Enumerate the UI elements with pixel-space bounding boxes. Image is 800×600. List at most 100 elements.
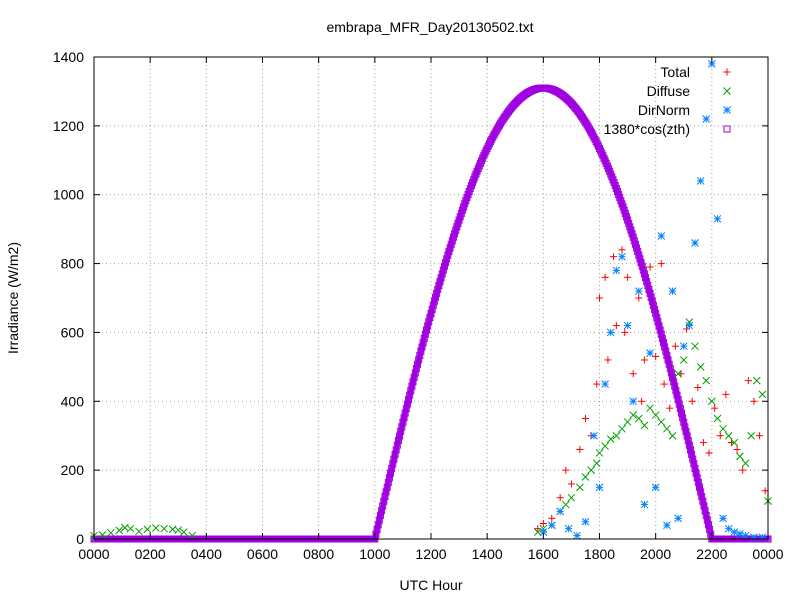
legend-marker-1380-cos-zth	[723, 125, 731, 133]
point-1380-cos-zth	[682, 427, 690, 435]
point-1380-cos-zth	[698, 493, 706, 501]
point-diffuse	[618, 424, 626, 433]
point-diffuse	[567, 493, 576, 502]
point-1380-cos-zth	[393, 441, 401, 449]
point-1380-cos-zth	[679, 414, 687, 422]
point-1380-cos-zth	[436, 278, 444, 286]
data-points	[90, 60, 772, 542]
point-total	[596, 294, 603, 302]
point-1380-cos-zth	[431, 293, 439, 301]
point-1380-cos-zth	[656, 326, 664, 334]
point-dirnorm	[685, 321, 694, 330]
point-diffuse	[606, 435, 615, 444]
point-dirnorm	[674, 514, 682, 523]
point-diffuse	[587, 466, 595, 474]
point-diffuse	[612, 431, 621, 440]
point-1380-cos-zth	[673, 391, 681, 399]
point-1380-cos-zth	[671, 382, 679, 390]
point-1380-cos-zth	[635, 251, 643, 259]
point-diffuse	[651, 411, 660, 419]
point-1380-cos-zth	[388, 464, 396, 472]
point-1380-cos-zth	[400, 414, 408, 422]
point-dirnorm	[696, 177, 705, 185]
point-total	[562, 466, 570, 474]
point-diffuse	[160, 524, 169, 533]
point-1380-cos-zth	[655, 322, 663, 330]
point-1380-cos-zth	[644, 281, 652, 289]
point-total	[593, 380, 601, 388]
point-total	[629, 370, 637, 378]
point-1380-cos-zth	[442, 259, 450, 267]
point-diffuse	[730, 438, 739, 447]
point-total	[610, 253, 618, 261]
legend-marker-diffuse	[723, 87, 731, 95]
point-dirnorm	[646, 349, 654, 357]
point-total	[722, 390, 730, 398]
point-dirnorm	[758, 533, 767, 542]
point-1380-cos-zth	[648, 297, 656, 305]
point-diffuse	[663, 424, 671, 433]
point-dirnorm	[640, 500, 649, 509]
point-dirnorm	[581, 517, 590, 526]
point-dirnorm	[719, 514, 727, 523]
point-1380-cos-zth	[407, 387, 415, 395]
point-1380-cos-zth	[390, 455, 398, 463]
point-1380-cos-zth	[444, 251, 452, 259]
point-diffuse	[151, 524, 160, 532]
point-1380-cos-zth	[654, 318, 662, 326]
point-diffuse	[143, 525, 152, 534]
point-1380-cos-zth	[423, 326, 431, 334]
point-total	[660, 380, 668, 388]
point-dirnorm	[595, 483, 604, 492]
point-1380-cos-zth	[445, 248, 453, 256]
point-dirnorm	[606, 328, 615, 337]
point-diffuse	[533, 528, 542, 536]
x-tick-label: 1200	[415, 546, 446, 562]
point-1380-cos-zth	[662, 347, 670, 355]
point-1380-cos-zth	[693, 474, 701, 482]
point-1380-cos-zth	[685, 441, 693, 449]
point-1380-cos-zth	[591, 135, 599, 143]
point-1380-cos-zth	[372, 530, 380, 538]
point-1380-cos-zth	[387, 469, 395, 477]
point-total	[671, 342, 679, 350]
point-1380-cos-zth	[447, 240, 455, 248]
x-tick-label: 0200	[135, 546, 166, 562]
grid	[94, 57, 768, 539]
legend-label-total: Total	[660, 64, 690, 80]
point-1380-cos-zth	[379, 502, 387, 510]
point-1380-cos-zth	[706, 526, 714, 534]
point-total	[657, 260, 665, 268]
point-1380-cos-zth	[382, 488, 390, 496]
chart-title: embrapa_MFR_Day20130502.txt	[326, 19, 533, 35]
point-1380-cos-zth	[680, 418, 688, 426]
legend: Total Diffuse DirNorm 1380*cos(zth)	[604, 64, 731, 137]
point-1380-cos-zth	[373, 526, 381, 534]
point-dirnorm	[691, 239, 699, 247]
point-1380-cos-zth	[664, 356, 672, 364]
point-diffuse	[724, 431, 733, 440]
point-1380-cos-zth	[630, 237, 638, 245]
point-1380-cos-zth	[592, 138, 600, 146]
point-1380-cos-zth	[448, 237, 456, 245]
point-total	[694, 384, 702, 392]
point-dirnorm	[702, 115, 711, 123]
x-tick-label: 0600	[247, 546, 278, 562]
point-1380-cos-zth	[414, 360, 422, 368]
point-1380-cos-zth	[666, 365, 674, 373]
point-1380-cos-zth	[704, 521, 712, 529]
point-diffuse	[98, 531, 107, 539]
y-tick-label: 400	[61, 393, 85, 409]
x-tick-label: 1400	[472, 546, 503, 562]
point-diffuse	[115, 526, 124, 535]
point-1380-cos-zth	[667, 369, 675, 377]
point-diffuse	[741, 459, 750, 468]
point-1380-cos-zth	[427, 309, 435, 317]
point-total	[640, 356, 648, 364]
point-dirnorm	[651, 483, 660, 492]
point-diffuse	[646, 404, 654, 413]
point-1380-cos-zth	[657, 330, 665, 338]
point-1380-cos-zth	[398, 423, 406, 431]
point-1380-cos-zth	[652, 309, 660, 317]
point-total	[604, 356, 612, 364]
